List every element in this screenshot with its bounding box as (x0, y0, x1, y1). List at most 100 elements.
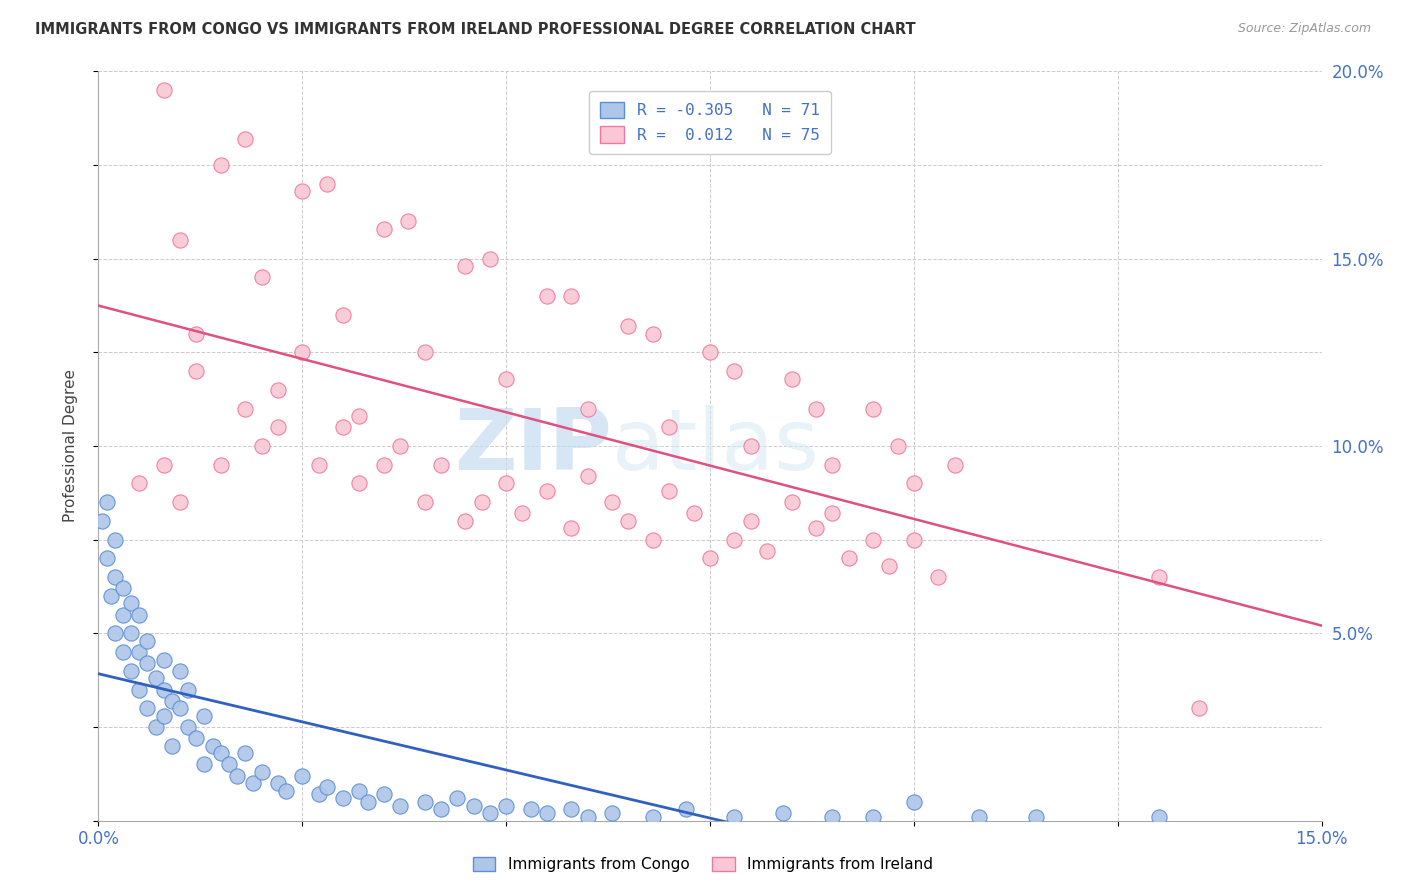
Point (413, 495, 436, 509)
Point (209, 458, 232, 472)
Point (209, 158, 232, 172)
Point (267, 776, 290, 790)
Point (903, 533, 925, 547)
Point (291, 769, 314, 783)
Point (218, 757, 240, 772)
Point (120, 596, 142, 610)
Point (600, 495, 623, 509)
Point (463, 798, 485, 813)
Point (145, 671, 167, 685)
Point (471, 495, 494, 509)
Point (804, 521, 827, 535)
Point (886, 439, 908, 453)
Point (389, 798, 412, 813)
Point (536, 483, 558, 498)
Point (169, 495, 191, 509)
Point (145, 720, 167, 734)
Point (373, 788, 395, 802)
Point (903, 476, 925, 491)
Point (641, 326, 664, 341)
Point (209, 746, 232, 760)
Point (576, 810, 599, 824)
Point (96, 551, 118, 566)
Point (104, 533, 127, 547)
Point (100, 589, 122, 603)
Point (495, 476, 517, 491)
Point (111, 607, 134, 622)
Point (349, 409, 371, 423)
Point (152, 682, 174, 697)
Point (136, 701, 159, 715)
Point (201, 739, 224, 753)
Point (560, 802, 582, 816)
Point (233, 746, 256, 760)
Point (821, 507, 844, 521)
Point (315, 780, 337, 794)
Point (454, 259, 477, 273)
Point (576, 469, 599, 483)
Point (136, 657, 159, 671)
Text: atlas: atlas (612, 404, 820, 488)
Text: ZIP: ZIP (454, 404, 612, 488)
Point (512, 507, 534, 521)
Point (349, 476, 371, 491)
Point (1147, 570, 1170, 584)
Point (413, 345, 436, 359)
Point (152, 83, 174, 97)
Point (536, 806, 558, 821)
Point (780, 371, 803, 385)
Point (413, 795, 436, 809)
Point (152, 708, 174, 723)
Point (943, 458, 966, 472)
Point (233, 401, 256, 416)
Point (128, 682, 150, 697)
Point (454, 514, 477, 528)
Point (242, 776, 264, 790)
Point (91, 514, 114, 528)
Point (560, 521, 582, 535)
Point (169, 664, 191, 678)
Point (723, 533, 745, 547)
Point (193, 757, 215, 772)
Point (756, 544, 779, 558)
Point (186, 364, 208, 378)
Point (315, 177, 337, 191)
Point (308, 458, 330, 472)
Point (862, 533, 884, 547)
Point (250, 764, 273, 779)
Point (120, 664, 142, 678)
Point (536, 289, 558, 303)
Point (617, 514, 640, 528)
Point (519, 802, 541, 816)
Point (160, 694, 183, 708)
Point (177, 682, 200, 697)
Point (495, 371, 517, 385)
Point (152, 652, 174, 666)
Point (682, 507, 704, 521)
Point (250, 439, 273, 453)
Point (495, 798, 517, 813)
Point (478, 806, 501, 821)
Point (308, 788, 330, 802)
Point (226, 769, 249, 783)
Point (927, 570, 949, 584)
Point (177, 720, 200, 734)
Point (186, 326, 208, 341)
Point (160, 739, 183, 753)
Point (104, 626, 127, 640)
Point (658, 420, 681, 434)
Point (332, 791, 354, 805)
Point (267, 383, 290, 397)
Point (430, 802, 453, 816)
Point (104, 570, 127, 584)
Point (446, 791, 468, 805)
Point (740, 514, 762, 528)
Point (111, 582, 134, 596)
Point (128, 645, 150, 659)
Point (186, 731, 208, 746)
Point (250, 270, 273, 285)
Point (111, 645, 134, 659)
Text: IMMIGRANTS FROM CONGO VS IMMIGRANTS FROM IRELAND PROFESSIONAL DEGREE CORRELATION: IMMIGRANTS FROM CONGO VS IMMIGRANTS FROM… (35, 22, 915, 37)
Point (152, 458, 174, 472)
Point (723, 810, 745, 824)
